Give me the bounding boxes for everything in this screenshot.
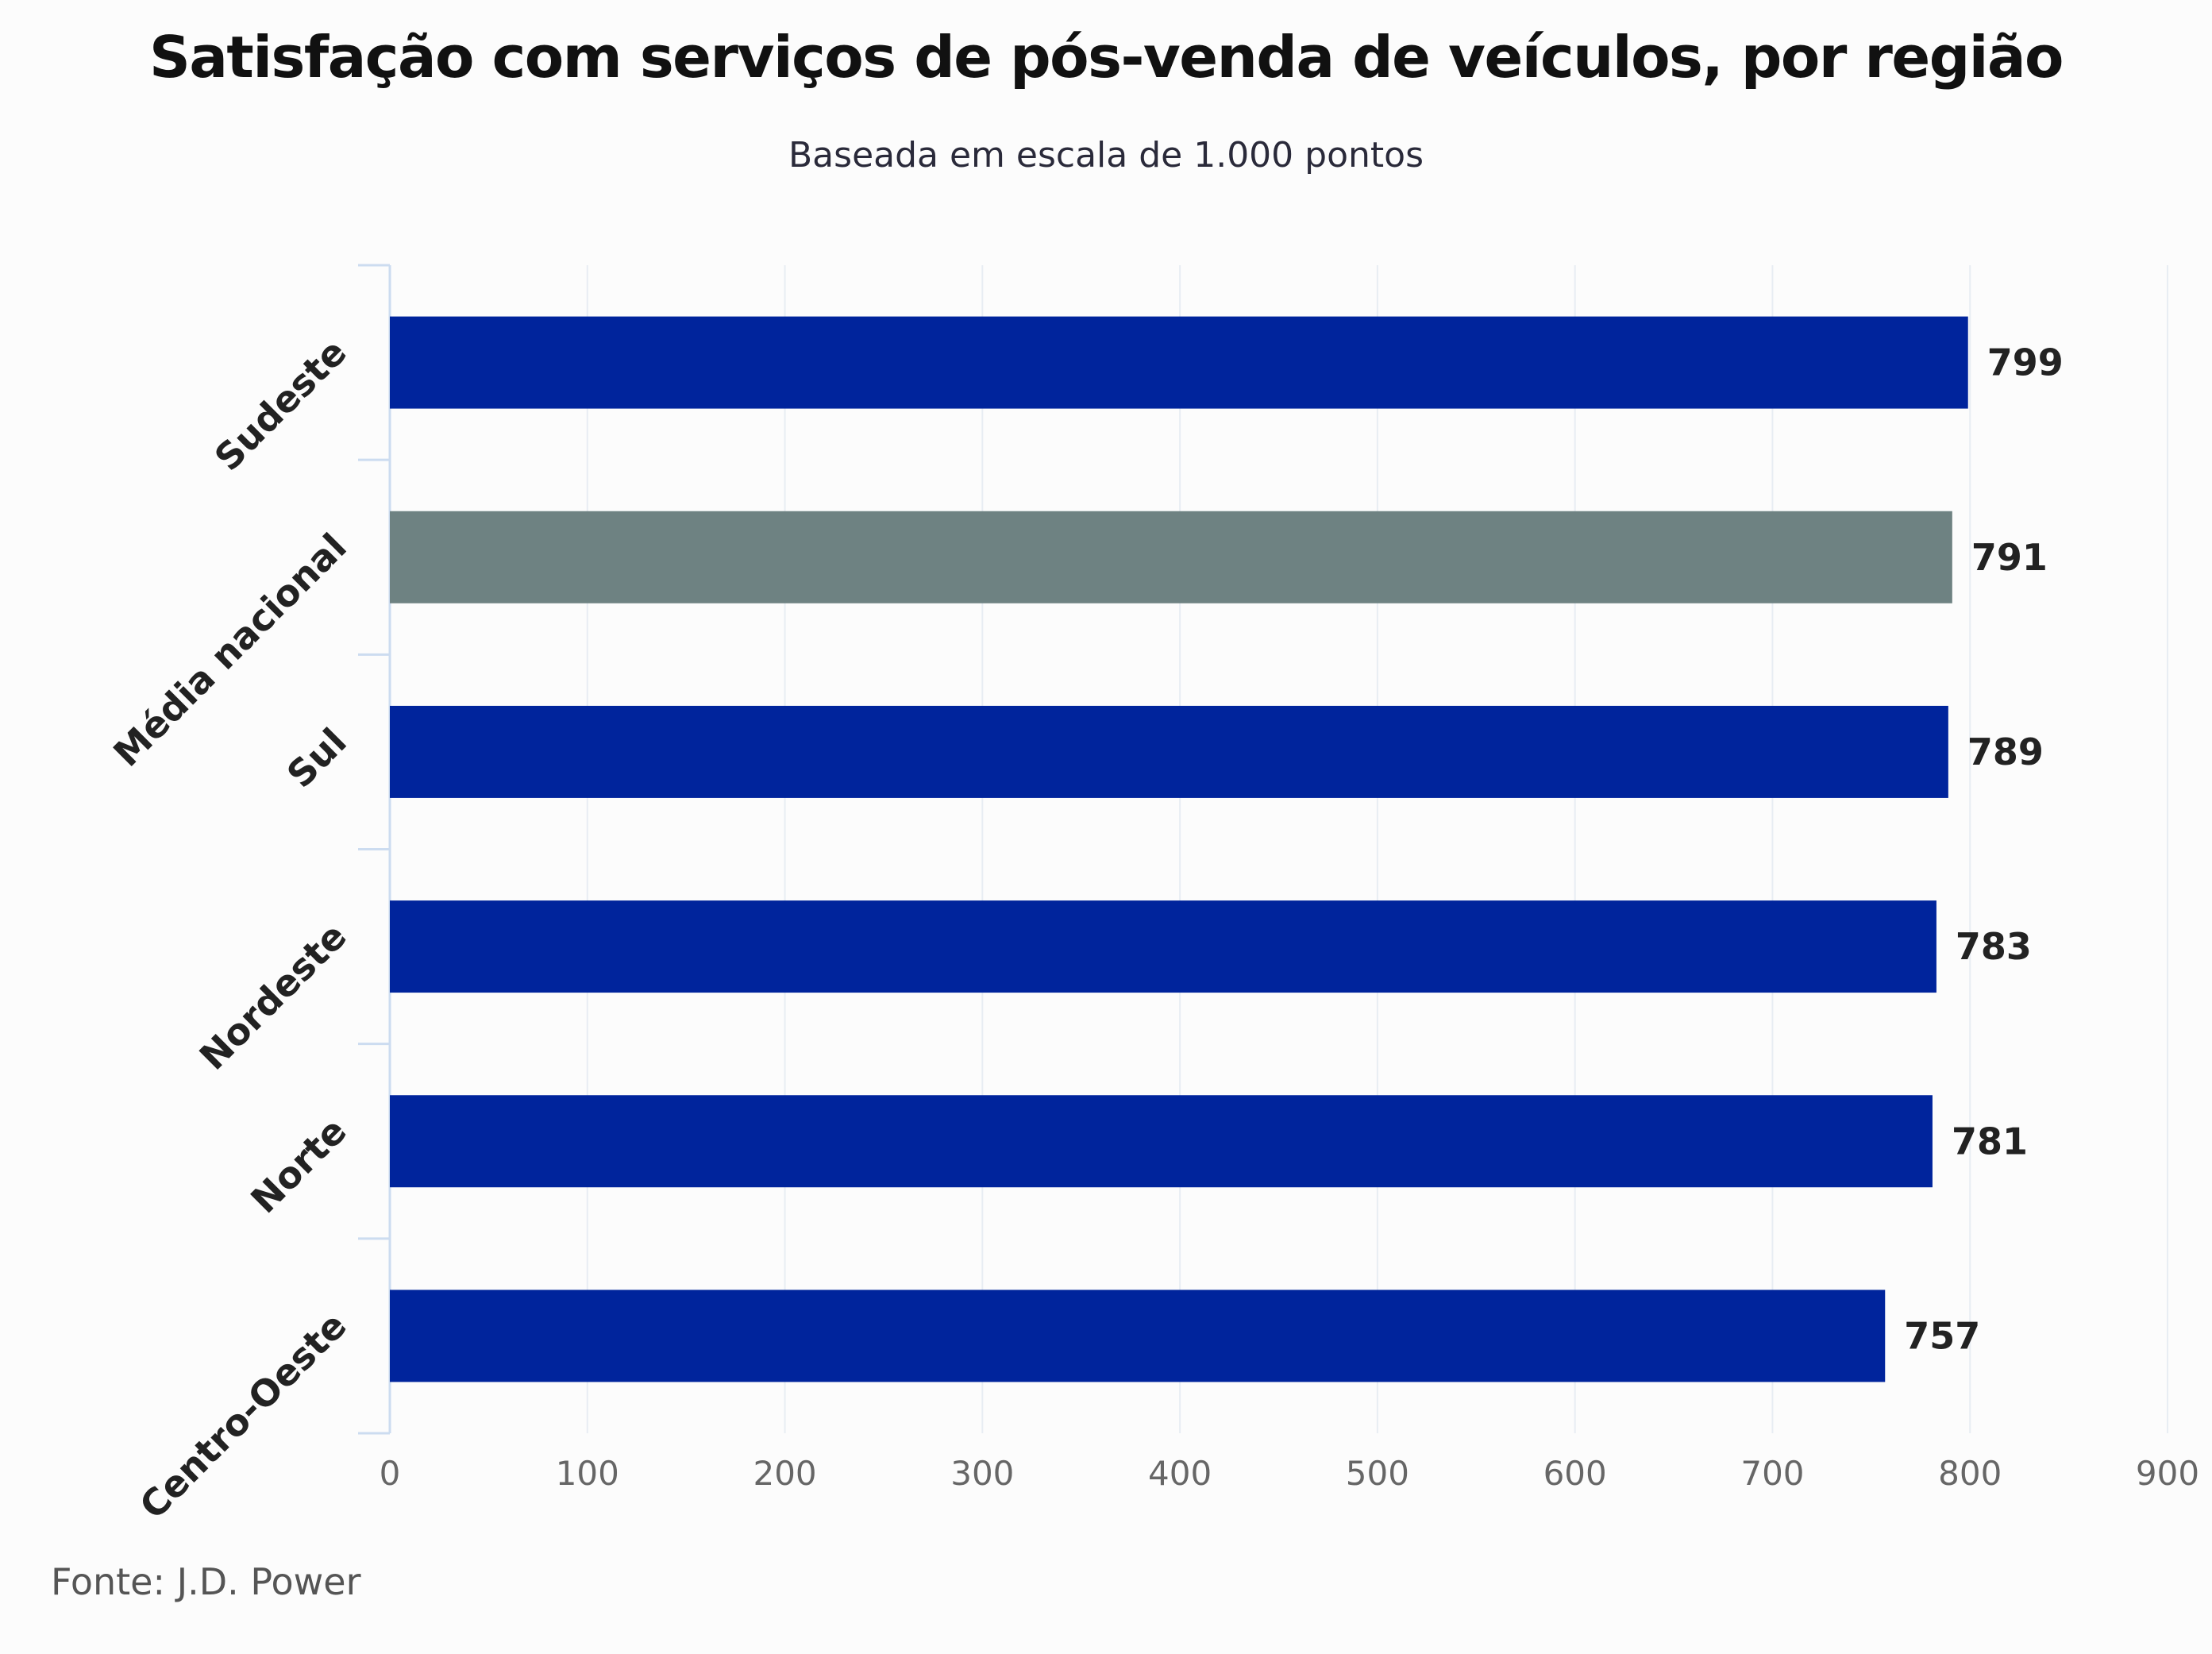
chart-title: Satisfação com serviços de pós-venda de … [148, 24, 2064, 91]
x-tick-label-500: 500 [1346, 1454, 1409, 1493]
x-tick-label-700: 700 [1740, 1454, 1804, 1493]
bar [390, 316, 1968, 409]
value-label: 781 [1952, 1120, 2028, 1162]
x-tick-label-600: 600 [1543, 1454, 1607, 1493]
value-label: 791 [1971, 536, 2048, 579]
y-axis [358, 264, 391, 1435]
bar [390, 511, 1952, 603]
value-label: 789 [1967, 731, 2044, 773]
value-label: 783 [1956, 925, 2032, 968]
category-label: Sul [279, 720, 355, 796]
bar [390, 1095, 1933, 1188]
category-label: Sudeste [206, 330, 355, 479]
value-label: 757 [1904, 1314, 1980, 1357]
bars [390, 316, 1968, 1382]
value-label: 799 [1987, 341, 2064, 384]
x-axis-ticks: 0 100 200 300 400 500 600 700 800 900 [380, 1454, 2199, 1493]
value-labels: 799 791 789 783 781 757 [1904, 341, 2064, 1358]
x-tick-label-200: 200 [753, 1454, 816, 1493]
category-label: Centro-Oeste [131, 1304, 354, 1527]
bar [390, 1290, 1886, 1382]
x-tick-label-900: 900 [2136, 1454, 2199, 1493]
x-tick-label-300: 300 [950, 1454, 1014, 1493]
chart-source: Fonte: J.D. Power [51, 1560, 361, 1603]
x-tick-label-400: 400 [1148, 1454, 1212, 1493]
grid-lines [586, 265, 2168, 1433]
chart-subtitle: Baseada em escala de 1.000 pontos [788, 135, 1424, 175]
category-label: Norte [242, 1109, 354, 1221]
x-tick-label-800: 800 [1938, 1454, 2002, 1493]
x-tick-label-100: 100 [556, 1454, 619, 1493]
x-tick-label-0: 0 [380, 1454, 401, 1493]
category-label: Nordeste [191, 915, 355, 1078]
bar [390, 705, 1948, 798]
bar [390, 900, 1936, 993]
